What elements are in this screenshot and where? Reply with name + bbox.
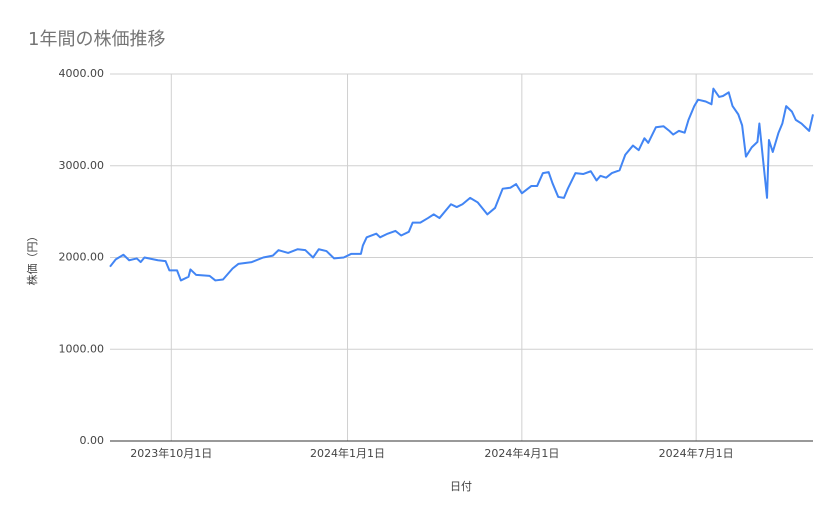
line-series [109,87,814,282]
x-tick-label: 2023年10月1日 [130,446,212,460]
chart-title: 1年間の株価推移 [28,29,165,50]
x-tick-label: 2024年4月1日 [484,446,559,460]
y-tick-label: 0.00 [80,434,105,447]
y-tick-label: 4000.00 [59,67,105,80]
y-tick-label: 2000.00 [59,251,105,264]
x-tick-label: 2024年1月1日 [310,446,385,460]
x-axis-label: 日付 [450,480,472,493]
y-tick-label: 3000.00 [59,159,105,172]
y-axis-label: 株価（円） [25,231,39,286]
y-tick-label: 1000.00 [59,342,105,355]
x-tick-label: 2024年7月1日 [659,446,734,460]
